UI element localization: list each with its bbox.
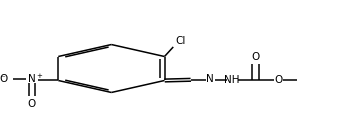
Text: O: O <box>28 99 36 109</box>
Text: +: + <box>37 73 43 79</box>
Text: N: N <box>206 74 214 84</box>
Text: O: O <box>274 75 283 85</box>
Text: NH: NH <box>224 75 240 85</box>
Text: ⁻: ⁻ <box>0 75 5 84</box>
Text: O: O <box>0 74 8 84</box>
Text: N: N <box>28 74 36 84</box>
Text: O: O <box>252 52 260 62</box>
Text: Cl: Cl <box>175 36 185 46</box>
